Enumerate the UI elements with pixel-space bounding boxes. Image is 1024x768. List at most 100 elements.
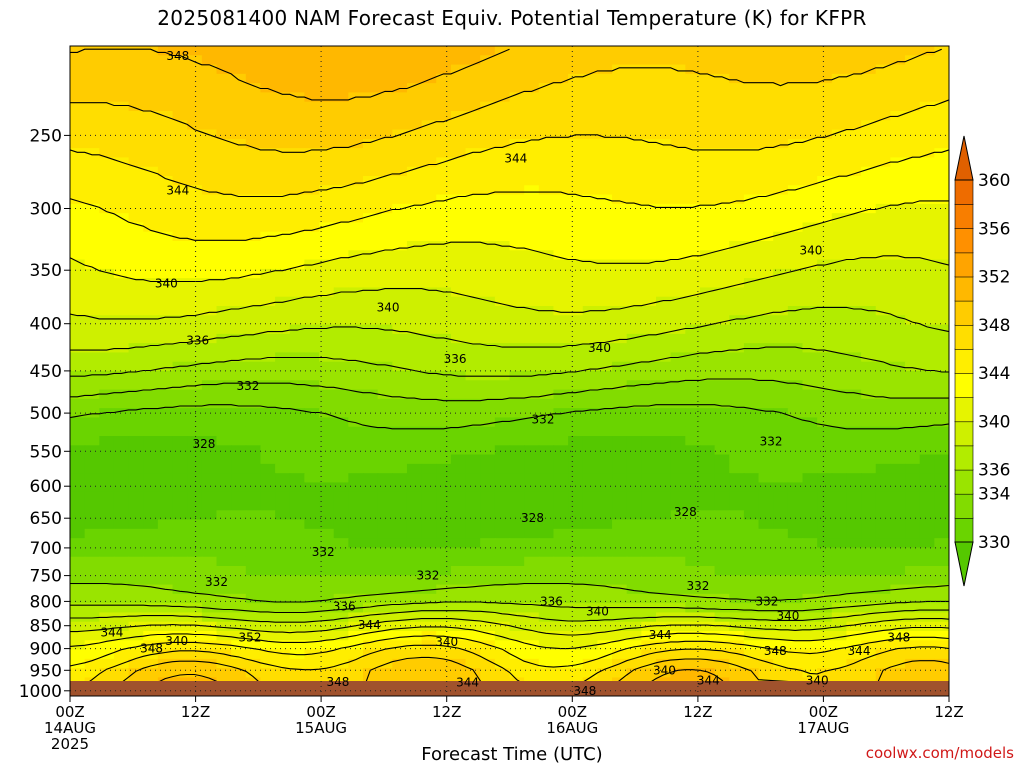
shading-cell	[612, 129, 628, 140]
shading-cell	[216, 408, 232, 419]
shading-cell	[773, 287, 789, 298]
shading-cell	[231, 241, 247, 251]
shading-cell	[245, 194, 262, 205]
shading-cell	[113, 417, 130, 428]
shading-cell	[187, 603, 203, 614]
shading-cell	[157, 73, 174, 84]
shading-cell	[275, 556, 291, 567]
shading-cell	[656, 157, 672, 168]
shading-cell	[304, 556, 320, 567]
shading-cell	[113, 83, 130, 94]
shading-cell	[729, 417, 745, 428]
shading-cell	[787, 621, 804, 632]
shading-cell	[494, 203, 511, 214]
shading-cell	[465, 343, 481, 354]
shading-cell	[919, 603, 935, 614]
shading-cell	[231, 222, 247, 233]
shading-cell	[641, 343, 657, 354]
shading-cell	[875, 138, 891, 149]
shading-cell	[831, 640, 848, 651]
contour-label: 344	[649, 628, 672, 642]
shading-cell	[817, 203, 833, 214]
shading-cell	[787, 250, 804, 261]
shading-cell	[377, 593, 393, 604]
shading-cell	[875, 408, 891, 419]
shading-cell	[612, 101, 628, 112]
shading-cell	[817, 556, 833, 567]
shading-cell	[612, 380, 628, 391]
shading-cell	[846, 64, 862, 75]
shading-cell	[465, 603, 481, 614]
shading-cell	[568, 92, 584, 103]
colorbar-over-arrow	[954, 135, 974, 181]
shading-cell	[626, 287, 642, 298]
credit-link[interactable]: coolwx.com/models	[865, 744, 1014, 762]
shading-cell	[890, 501, 906, 511]
shading-cell	[714, 491, 730, 502]
contour-label: 340	[806, 674, 829, 688]
shading-cell	[553, 268, 569, 279]
shading-cell	[436, 463, 452, 474]
shading-cell	[773, 649, 789, 660]
shading-cell	[831, 222, 848, 233]
shading-cell	[187, 324, 203, 335]
shading-cell	[787, 473, 804, 484]
shading-cell	[890, 371, 906, 381]
shading-cell	[275, 83, 291, 94]
shading-cell	[231, 306, 247, 316]
shading-cell	[714, 203, 730, 214]
shading-cell	[128, 213, 144, 224]
shading-cell	[480, 556, 496, 567]
shading-cell	[743, 380, 760, 391]
shading-cell	[524, 73, 540, 84]
shading-cell	[773, 333, 789, 344]
shading-cell	[714, 73, 730, 84]
shading-cell	[934, 436, 949, 446]
shading-cell	[890, 482, 906, 493]
shading-cell	[670, 658, 686, 669]
shading-cell	[802, 603, 818, 614]
shading-cell	[656, 612, 672, 623]
shading-cell	[187, 612, 203, 623]
shading-cell	[450, 454, 467, 465]
shading-cell	[187, 547, 203, 558]
shading-cell	[509, 575, 525, 586]
x-tick-label: 00Z	[55, 703, 84, 721]
shading-cell	[289, 593, 305, 604]
shading-cell	[289, 631, 305, 641]
y-tick-label: 750	[30, 567, 62, 587]
shading-cell	[494, 463, 511, 474]
shading-cell	[70, 101, 86, 112]
shading-cell	[538, 73, 555, 84]
shading-cell	[846, 259, 862, 270]
shading-cell	[289, 658, 305, 669]
shading-cell	[84, 222, 100, 233]
shading-cell	[494, 287, 511, 298]
shading-cell	[494, 538, 511, 549]
shading-cell	[714, 250, 730, 261]
shading-cell	[304, 333, 320, 344]
shading-cell	[348, 454, 364, 465]
shading-cell	[113, 278, 130, 289]
shading-cell	[817, 519, 833, 530]
shading-cell	[509, 658, 525, 669]
shading-cell	[465, 352, 481, 363]
shading-cell	[348, 575, 364, 586]
shading-cell	[260, 566, 276, 576]
shading-cell	[333, 92, 349, 103]
shading-cell	[612, 519, 628, 530]
shading-cell	[260, 603, 276, 614]
shading-cell	[743, 501, 760, 511]
shading-cell	[377, 640, 393, 651]
shading-cell	[758, 315, 774, 326]
shading-cell	[363, 46, 379, 56]
shading-cell	[817, 55, 833, 66]
shading-cell	[905, 649, 921, 660]
shading-cell	[172, 473, 188, 484]
shading-cell	[436, 250, 452, 261]
shading-cell	[831, 250, 848, 261]
shading-cell	[626, 575, 642, 586]
shading-cell	[143, 482, 159, 493]
shading-cell	[597, 55, 613, 66]
shading-cell	[831, 241, 848, 251]
